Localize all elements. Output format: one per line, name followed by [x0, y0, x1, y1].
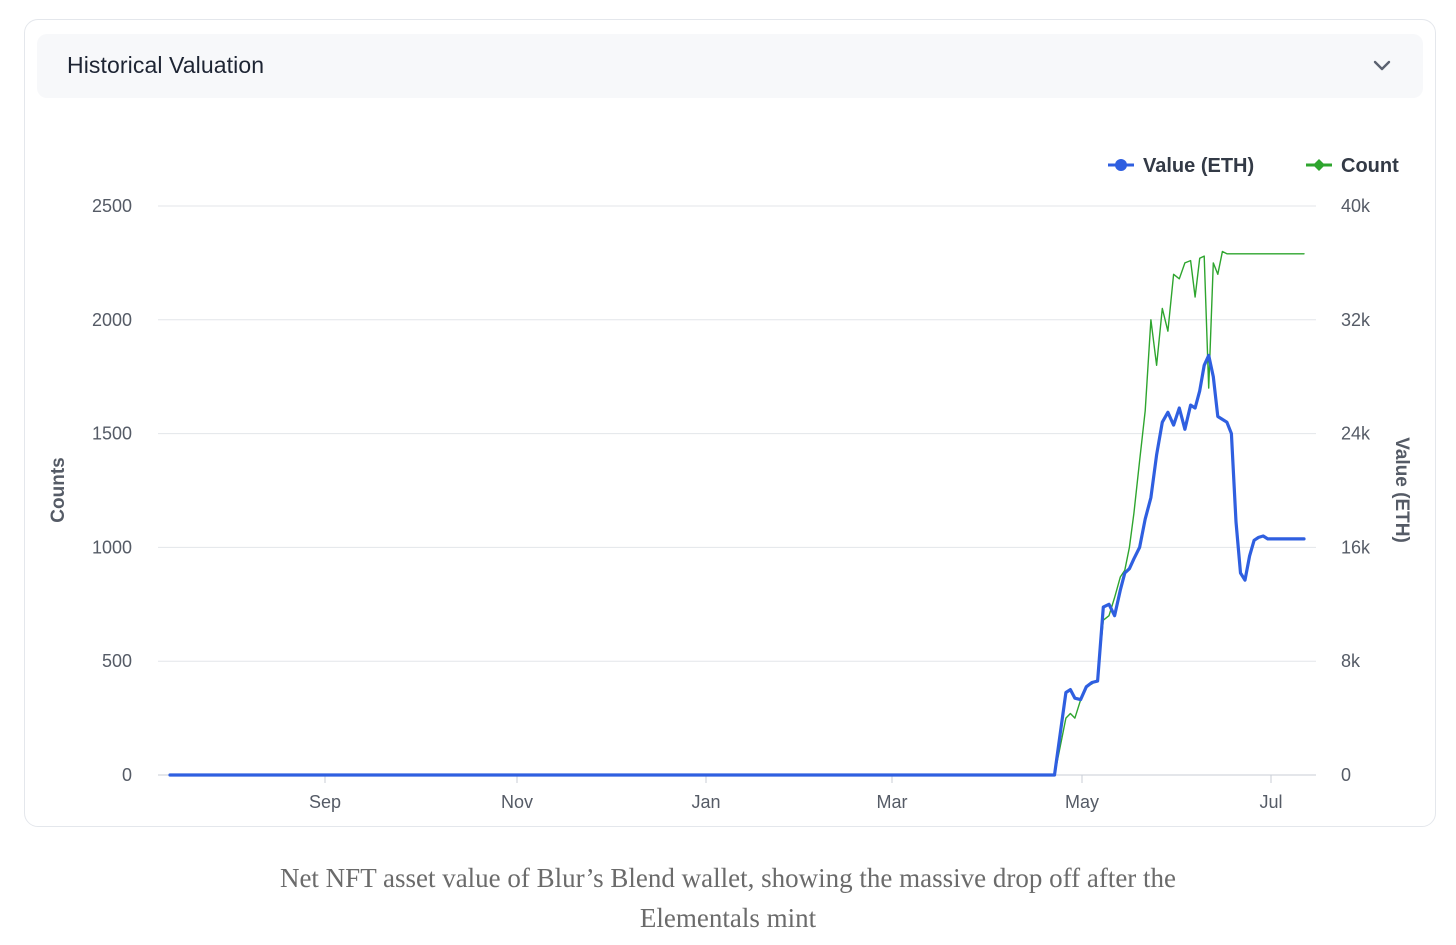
chevron-down-icon[interactable]: [1371, 54, 1393, 76]
x-tick-label: Mar: [877, 792, 908, 812]
x-tick-label: Nov: [501, 792, 533, 812]
grid-lines: [158, 205, 1316, 776]
caption-line-2: Elementals mint: [639, 903, 817, 933]
left-tick-label: 2000: [92, 310, 132, 330]
caption-line-1: Net NFT asset value of Blur’s Blend wall…: [279, 863, 1177, 893]
card-header[interactable]: Historical Valuation: [37, 34, 1423, 98]
legend-circle-marker: [1115, 159, 1127, 171]
left-tick-label: 500: [102, 651, 132, 671]
x-tick-label: May: [1065, 792, 1099, 812]
legend-label: Value (ETH): [1143, 155, 1254, 177]
x-tick-label: Jan: [691, 792, 720, 812]
legend-diamond-marker: [1313, 159, 1325, 171]
left-axis-ticks: 0 500 1000 1500 2000 2500: [92, 196, 132, 785]
right-tick-label: 16k: [1341, 537, 1371, 557]
series-line-count: [169, 250, 1305, 776]
card-title: Historical Valuation: [67, 52, 265, 78]
right-tick-label: 40k: [1341, 196, 1371, 216]
left-tick-label: 2500: [92, 196, 132, 216]
right-axis-ticks: 0 8k 16k 24k 32k 40k: [1341, 196, 1371, 785]
left-tick-label: 0: [122, 765, 132, 785]
series-layer: [168, 250, 1306, 777]
right-tick-label: 32k: [1341, 310, 1371, 330]
valuation-chart: 0 500 1000 1500 2000 2500 0 8k 16k 24k 32k 40k Sep…: [48, 155, 1412, 812]
x-axis-ticks: Sep Nov Jan Mar May Jul: [309, 775, 1283, 812]
right-axis-title: Value (ETH): [1391, 437, 1412, 543]
x-tick-label: Jul: [1259, 792, 1282, 812]
right-tick-label: 0: [1341, 765, 1351, 785]
historical-valuation-card: Historical Valuation: [24, 19, 1436, 827]
chart-legend[interactable]: Value (ETH) Count: [1108, 155, 1399, 177]
right-tick-label: 8k: [1341, 651, 1361, 671]
legend-label: Count: [1341, 155, 1399, 177]
left-tick-label: 1000: [92, 537, 132, 557]
left-axis-title: Counts: [48, 457, 69, 522]
x-tick-label: Sep: [309, 792, 341, 812]
left-tick-label: 1500: [92, 424, 132, 444]
right-tick-label: 24k: [1341, 424, 1371, 444]
series-line-value-eth: [168, 353, 1306, 777]
figure-caption: Net NFT asset value of Blur’s Blend wall…: [0, 858, 1456, 938]
